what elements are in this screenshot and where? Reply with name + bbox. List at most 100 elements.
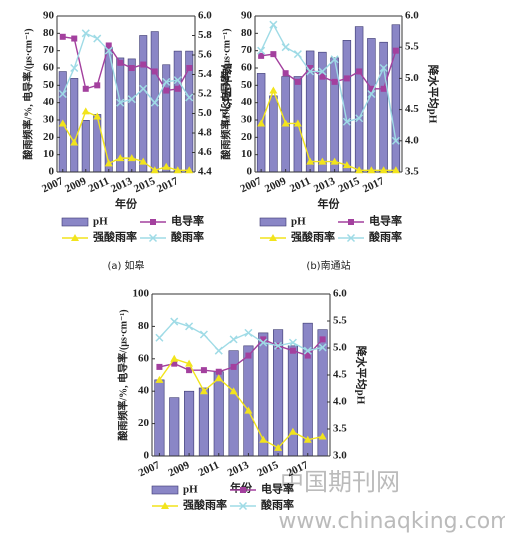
legend-label: 强酸雨率 (93, 230, 137, 244)
x-tick-label: 2009 (263, 175, 288, 195)
y2-tick-label: 4.8 (198, 127, 212, 139)
marker-x (58, 89, 67, 99)
y-tick-label: 50 (43, 79, 55, 91)
marker-square (282, 70, 289, 77)
y-tick-label: 100 (133, 288, 150, 300)
marker-triangle (379, 166, 388, 174)
marker-square (230, 363, 237, 370)
legend-label: 酸雨率 (261, 498, 294, 512)
y-axis-label: 酸雨频率/%, 电导率/(μs·cm⁻¹) (219, 28, 232, 159)
marker-triangle (116, 154, 125, 162)
bar (391, 24, 401, 173)
x-tick-label: 2011 (197, 459, 221, 479)
legend-marker (269, 234, 277, 241)
chart: 0 10 20 30 40 50 60 70 80 90 4.4 4.6 4.8 5.0 5.2 5.4 5.6… (21, 10, 233, 272)
marker-square (356, 68, 363, 75)
y-tick-label: 90 (43, 10, 55, 22)
y-tick-label: 30 (43, 114, 55, 126)
marker-x (185, 322, 194, 331)
marker-triangle (269, 86, 278, 94)
bar (173, 50, 182, 173)
legend-marker (238, 501, 248, 511)
marker-square (304, 352, 311, 359)
marker-triangle (185, 166, 194, 174)
marker-triangle (288, 427, 297, 435)
y-tick-label: 20 (138, 417, 150, 429)
marker-x (379, 63, 388, 73)
y-tick-label: 50 (241, 79, 253, 91)
marker-triangle (367, 166, 376, 174)
x-tick-label: 2017 (155, 175, 180, 195)
y-tick-label: 60 (241, 62, 253, 74)
y2-tick-label: 6.0 (405, 10, 419, 22)
marker-triangle (214, 374, 223, 382)
marker-x (162, 77, 171, 86)
legend-label: 电导率 (171, 214, 204, 228)
marker-square (307, 65, 314, 71)
y-tick-label: 70 (43, 44, 55, 56)
y-tick-label: 80 (138, 320, 150, 332)
marker-square (151, 68, 158, 75)
marker-x (150, 98, 159, 107)
y-tick-label: 40 (138, 385, 150, 397)
bar (367, 38, 376, 173)
bar (379, 41, 388, 173)
watermark-brand: 中国期刊网 (280, 468, 400, 496)
y2-tick-label: 5.6 (198, 49, 212, 61)
marker-square (380, 85, 387, 92)
watermark-url: www.chinaqking.com (278, 509, 505, 534)
marker-triangle (150, 166, 159, 174)
marker-x (185, 93, 194, 102)
y2-tick-label: 5.0 (198, 107, 212, 119)
marker-x (303, 346, 312, 355)
series-line (158, 320, 323, 352)
y2-tick-label: 4.5 (405, 103, 419, 115)
marker-triangle (104, 159, 113, 167)
marker-square (171, 360, 178, 367)
marker-x (244, 328, 253, 337)
legend-label: 强酸雨率 (291, 230, 335, 244)
y2-tick-label: 5.2 (198, 88, 212, 100)
marker-square (245, 352, 252, 359)
legend-label: pH (93, 216, 108, 228)
marker-x (229, 335, 238, 344)
marker-square (258, 52, 265, 59)
x-tick-label: 2011 (288, 175, 312, 195)
marker-triangle (391, 166, 400, 174)
chart: 0 20 40 60 80 100 3.0 3.5 4.0 4.5 5.0 5.5 6.0 2007 200… (116, 288, 368, 512)
legend-marker (150, 219, 156, 225)
y-tick-label: 40 (43, 96, 55, 108)
marker-x (293, 50, 302, 59)
x-tick-label: 2009 (166, 459, 191, 479)
y-tick-label: 20 (241, 131, 253, 143)
chart: 0 10 20 30 40 50 60 70 80 90 3.5 4.0 4.5 5.0 5.5 6.0 200… (219, 10, 440, 272)
marker-triangle (281, 119, 290, 127)
y-tick-label: 10 (241, 148, 253, 160)
marker-square (215, 368, 222, 375)
legend-swatch (259, 217, 287, 227)
y-axis-label: 酸雨频率/%, 电导率/(μs·cm⁻¹) (21, 28, 34, 159)
marker-square (200, 367, 207, 374)
marker-triangle (139, 157, 148, 165)
y2-axis-label: 降水平均pH (354, 346, 368, 405)
marker-triangle (58, 119, 67, 127)
y-tick-label: 0 (247, 166, 253, 178)
caption: (b)南通站 (306, 259, 350, 272)
y2-tick-label: 5.5 (405, 41, 419, 53)
y2-axis-label: 降水平均pH (219, 65, 233, 124)
marker-square (289, 347, 296, 354)
marker-x (288, 338, 297, 347)
marker-triangle (81, 107, 90, 115)
series-line (260, 88, 396, 171)
x-tick-label: 2015 (336, 175, 361, 195)
marker-triangle (229, 387, 238, 395)
marker-square (319, 73, 326, 80)
marker-triangle (257, 119, 266, 127)
x-tick-label: 2007 (137, 459, 162, 479)
marker-square (294, 78, 301, 85)
marker-triangle (162, 162, 171, 170)
marker-x (306, 67, 315, 76)
bar (318, 51, 327, 173)
series-line (261, 50, 397, 90)
